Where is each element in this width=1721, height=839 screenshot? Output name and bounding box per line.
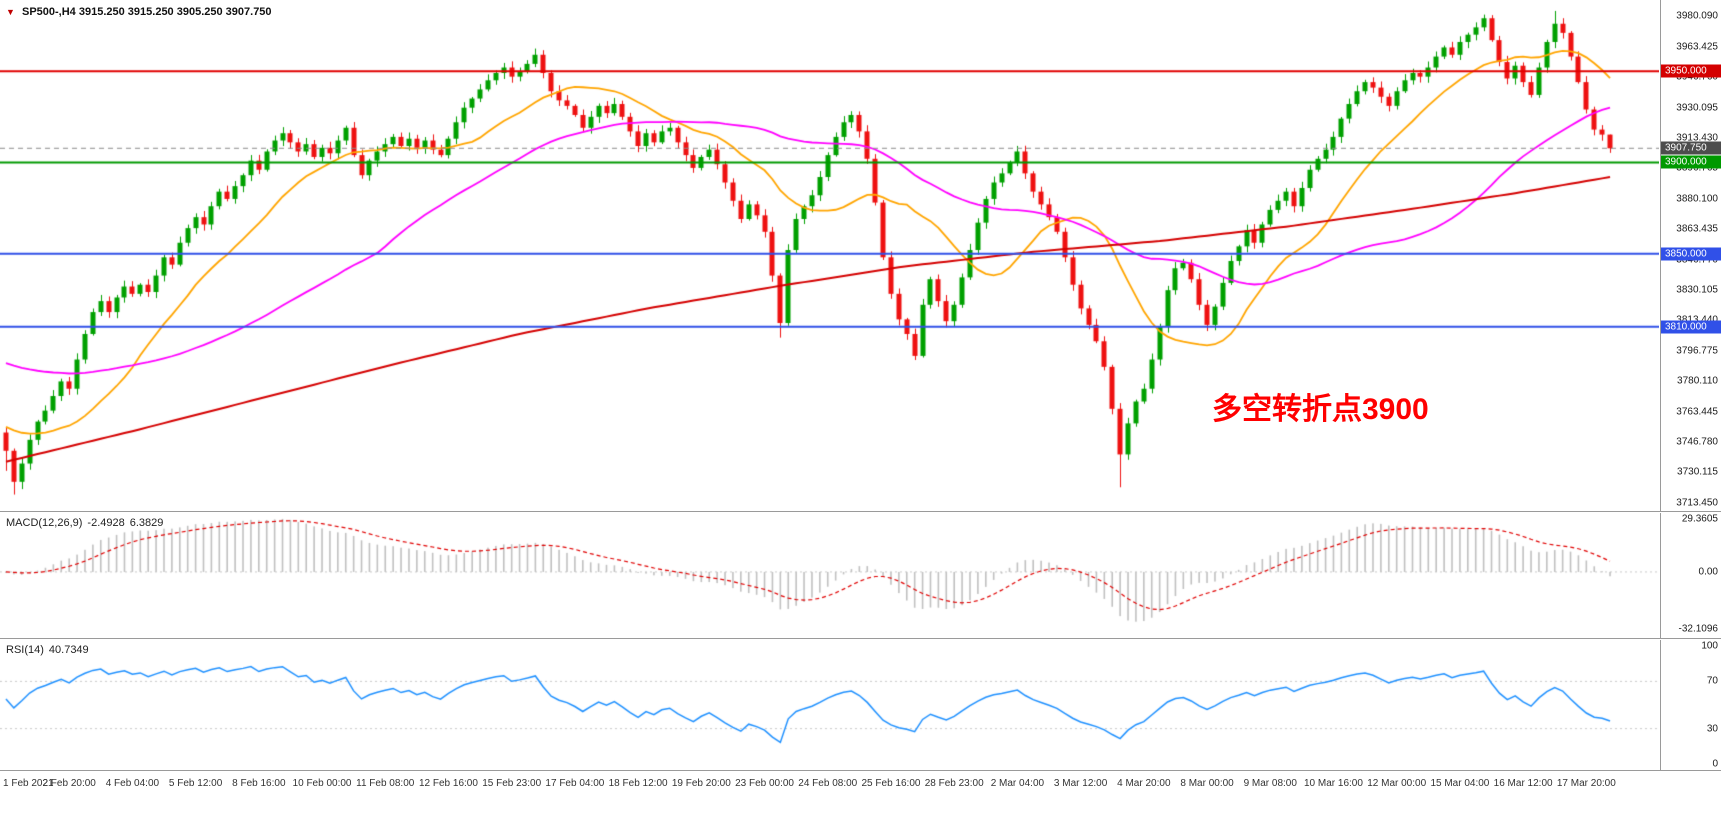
time-axis[interactable]: 1 Feb 2021 2 Feb 20:00 4 Feb 04:00 5 Feb 12… (0, 772, 1721, 798)
macd-axis-label: -32.1096 (1678, 623, 1718, 635)
time-label: 15 Mar 04:00 (1430, 778, 1490, 789)
time-label: 2 Feb 20:00 (42, 778, 96, 789)
price-tick-label: 3713.450 (1676, 497, 1718, 509)
price-tick-label: 3880.100 (1676, 193, 1718, 205)
chart-title: ▼ SP500-,H4 3915.250 3915.250 3905.250 3… (6, 6, 272, 18)
rsi-axis[interactable]: 100 70 30 0 (1660, 640, 1721, 770)
time-label: 9 Mar 08:00 (1243, 778, 1297, 789)
price-badge: 3907.750 (1661, 141, 1721, 155)
symbol-timeframe-label: SP500-,H4 (21, 6, 76, 18)
time-label: 4 Mar 20:00 (1117, 778, 1171, 789)
macd-canvas[interactable] (0, 513, 1659, 638)
macd-value-main: -2.4928 (87, 517, 125, 529)
time-label: 19 Feb 20:00 (671, 778, 731, 789)
time-label: 28 Feb 23:00 (924, 778, 984, 789)
time-label: 17 Feb 04:00 (545, 778, 605, 789)
time-label: 15 Feb 23:00 (482, 778, 542, 789)
price-tick-label: 3863.435 (1676, 223, 1718, 235)
time-label: 2 Mar 04:00 (990, 778, 1045, 789)
time-label: 24 Feb 08:00 (798, 778, 858, 789)
price-badge: 3810.000 (1661, 320, 1721, 334)
price-tick-label: 3763.445 (1676, 406, 1718, 418)
price-tick-label: 3746.780 (1676, 436, 1718, 448)
rsi-label: RSI(14) 40.7349 (6, 644, 94, 656)
macd-axis-label: 29.3605 (1681, 513, 1718, 525)
rsi-value: 40.7349 (48, 644, 89, 656)
rsi-axis-label: 0 (1712, 758, 1718, 770)
rsi-name: RSI(14) (6, 644, 44, 656)
price-tick-label: 3780.110 (1677, 375, 1718, 387)
price-chart-panel: ▼ SP500-,H4 3915.250 3915.250 3905.250 3… (0, 0, 1721, 512)
rsi-axis-label: 30 (1706, 723, 1718, 735)
time-label: 16 Mar 12:00 (1493, 778, 1553, 789)
price-chart-canvas[interactable] (0, 0, 1659, 511)
macd-panel: MACD(12,26,9) -2.4928 6.3829 29.3605 0.00 -3… (0, 513, 1721, 639)
price-tick-label: 3796.775 (1676, 345, 1718, 357)
price-tick-label: 3830.105 (1676, 284, 1718, 296)
price-tick-label: 3913.430 (1676, 132, 1718, 144)
time-label: 10 Feb 00:00 (292, 778, 352, 789)
ohlc-readout: 3915.250 3915.250 3905.250 3907.750 (78, 6, 272, 18)
time-label: 5 Feb 12:00 (168, 778, 223, 789)
macd-name: MACD(12,26,9) (6, 517, 83, 529)
rsi-axis-label: 100 (1701, 640, 1718, 652)
time-label: 10 Mar 16:00 (1304, 778, 1363, 789)
price-axis[interactable]: 3980.0903963.4253946.7603930.0953913.430… (1660, 0, 1721, 511)
time-label: 8 Mar 00:00 (1180, 778, 1234, 789)
rsi-panel: RSI(14) 40.7349 100 70 30 0 (0, 640, 1721, 771)
time-label: 8 Feb 16:00 (232, 778, 286, 789)
price-badge: 3900.000 (1661, 155, 1721, 169)
price-badge: 3950.000 (1661, 64, 1721, 78)
time-label: 12 Feb 16:00 (418, 778, 478, 789)
time-label: 3 Mar 12:00 (1053, 778, 1108, 789)
time-label: 23 Feb 00:00 (735, 778, 794, 789)
chinese-annotation: 多空转折点3900 (1212, 393, 1429, 426)
price-tick-label: 3930.095 (1676, 102, 1718, 113)
time-label: 17 Mar 20:00 (1556, 778, 1616, 789)
time-label: 4 Feb 04:00 (105, 778, 160, 789)
price-tick-label: 3963.425 (1676, 41, 1718, 53)
macd-axis[interactable]: 29.3605 0.00 -32.1096 (1660, 513, 1721, 638)
price-tick-label: 3730.115 (1677, 466, 1718, 478)
macd-axis-label: 0.00 (1698, 566, 1718, 578)
price-badge: 3850.000 (1661, 247, 1721, 261)
time-label: 11 Feb 08:00 (356, 778, 415, 789)
time-label: 12 Mar 00:00 (1367, 778, 1427, 789)
price-tick-label: 3980.090 (1676, 10, 1718, 22)
symbol-marker-icon: ▼ (6, 7, 15, 17)
time-label: 1 Feb 2021 (3, 778, 54, 789)
macd-label: MACD(12,26,9) -2.4928 6.3829 (6, 517, 168, 529)
rsi-canvas[interactable] (0, 640, 1659, 770)
macd-value-signal: 6.3829 (129, 517, 164, 529)
time-label: 25 Feb 16:00 (861, 778, 921, 789)
rsi-axis-label: 70 (1706, 675, 1718, 687)
time-label: 18 Feb 12:00 (608, 778, 668, 789)
